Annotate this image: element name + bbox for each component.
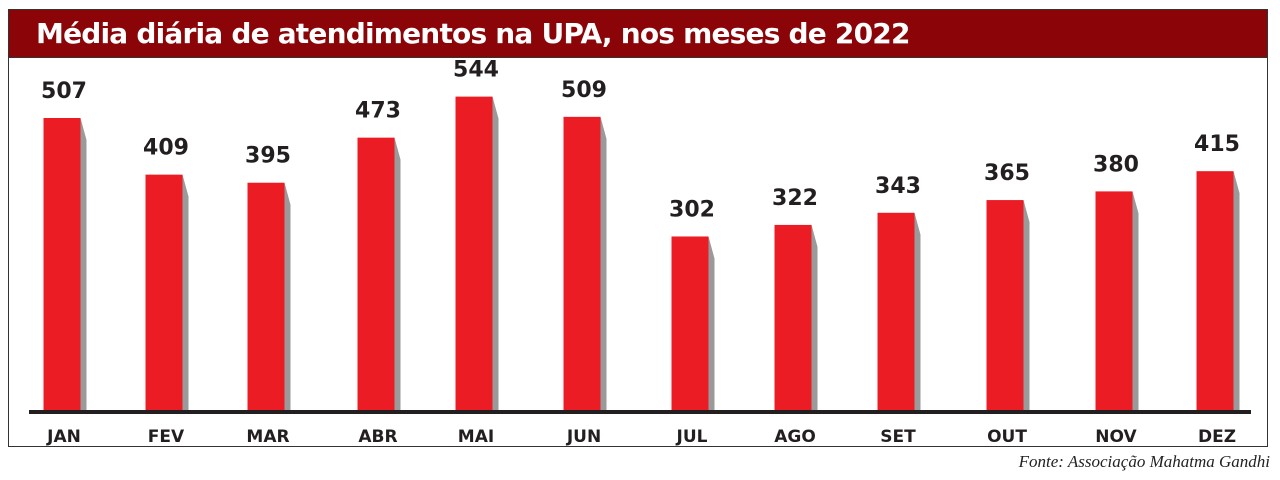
bar-nov <box>1095 191 1133 411</box>
bar-mai <box>455 96 493 411</box>
data-label: 507 <box>41 79 87 104</box>
title-bar <box>8 9 1268 58</box>
data-label: 409 <box>143 136 189 161</box>
x-tick-label: JAN <box>46 427 81 447</box>
bar-fev <box>145 174 183 411</box>
source-note: Fonte: Associação Mahatma Gandhi <box>1018 452 1270 471</box>
bar-out <box>986 200 1024 411</box>
data-label: 509 <box>561 78 607 103</box>
x-tick-label: SET <box>880 427 916 447</box>
x-tick-label: FEV <box>148 427 185 447</box>
bar-shadow <box>492 96 499 411</box>
bar-shadow <box>182 174 189 411</box>
data-label: 380 <box>1093 152 1139 177</box>
data-label: 302 <box>669 197 715 222</box>
x-tick-label: NOV <box>1095 427 1137 447</box>
x-tick-label: JUL <box>676 427 708 447</box>
bar-shadow <box>80 118 87 411</box>
bar-shadow <box>914 212 921 411</box>
data-label: 395 <box>245 144 291 169</box>
bar-shadow <box>1233 171 1240 411</box>
x-tick-label: ABR <box>358 427 397 447</box>
bar-mar <box>247 182 285 411</box>
bar-ago <box>774 224 812 411</box>
x-tick-label: MAR <box>246 427 289 447</box>
bar-shadow <box>811 224 818 411</box>
bar-abr <box>357 137 395 411</box>
bar-shadow <box>394 137 401 411</box>
bar-shadow <box>1023 200 1030 411</box>
data-label: 322 <box>772 186 818 211</box>
bar-jul <box>671 236 709 411</box>
chart-title: Média diária de atendimentos na UPA, nos… <box>36 17 910 50</box>
data-label: 544 <box>453 58 499 83</box>
x-tick-label: MAI <box>458 427 494 447</box>
data-label: 343 <box>875 174 921 199</box>
bar-shadow <box>1132 191 1139 411</box>
bar-jun <box>563 116 601 412</box>
data-label: 473 <box>355 99 401 124</box>
bar-shadow <box>600 116 607 412</box>
x-tick-label: JUN <box>566 427 601 447</box>
bar-dez <box>1196 171 1234 411</box>
bar-shadow <box>708 236 715 411</box>
x-tick-label: AGO <box>774 427 816 447</box>
bar-jan <box>43 118 81 411</box>
chart-frame <box>8 9 1268 447</box>
x-tick-label: DEZ <box>1198 427 1236 447</box>
bar-shadow <box>284 182 291 411</box>
x-tick-label: OUT <box>987 427 1027 447</box>
data-label: 415 <box>1194 132 1240 157</box>
data-label: 365 <box>984 161 1030 186</box>
bar-set <box>877 212 915 411</box>
